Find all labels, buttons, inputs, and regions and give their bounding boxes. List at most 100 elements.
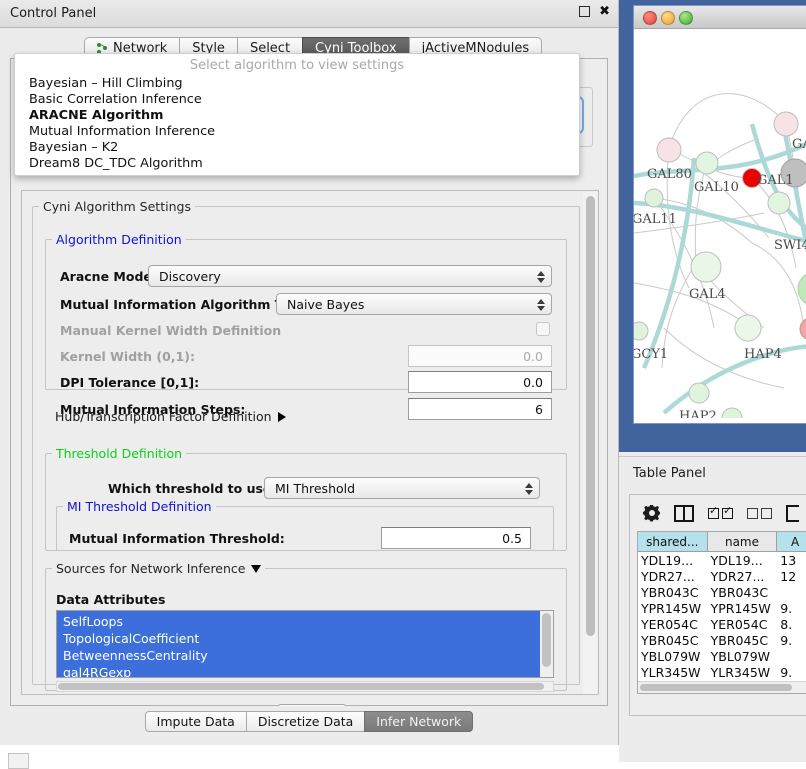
close-x-icon[interactable]: ✖	[599, 4, 610, 19]
maximize-box-icon[interactable]	[579, 6, 591, 17]
data-attributes-scroll-thumb[interactable]	[542, 613, 551, 667]
svg-text:HAP4: HAP4	[744, 347, 782, 362]
cell-name: YPR145W	[710, 600, 771, 616]
edge-table-icon[interactable]	[786, 504, 799, 522]
cell-a: 13	[780, 552, 797, 568]
kernel-width-value: 0.0	[523, 348, 543, 364]
svg-text:HAP2: HAP2	[679, 409, 717, 418]
window-title: Control Panel	[10, 6, 97, 21]
control-panel-titlebar: Control Panel ✖	[0, 0, 618, 28]
list-item[interactable]: BetweennessCentrality	[63, 648, 208, 663]
settings-scrollbar-thumb[interactable]	[586, 196, 595, 636]
menu-item-bayesian-k2[interactable]: Bayesian – K2	[29, 140, 119, 155]
minimize-yellow-dot-icon[interactable]	[661, 11, 675, 25]
kernel-width-input[interactable]: 0.0	[408, 345, 552, 367]
data-attributes-vscrollbar[interactable]	[540, 611, 553, 677]
table-row[interactable]: YPR145W YPR145W 9.	[638, 600, 806, 616]
close-red-dot-icon[interactable]	[643, 11, 657, 25]
data-table[interactable]: shared... name A YDL19... YDL19... 13 YD…	[637, 531, 806, 694]
table-panel-title: Table Panel	[633, 465, 706, 481]
column-header-name[interactable]: name	[707, 532, 778, 552]
table-row[interactable]: YBL079W YBL079W	[638, 648, 806, 664]
mi-type-select[interactable]: Naive Bayes	[276, 293, 552, 315]
list-item[interactable]: TopologicalCoefficient	[63, 631, 200, 646]
cell-name: YBR045C	[710, 632, 769, 648]
dpi-tolerance-value: 0.0	[523, 374, 543, 390]
bottom-tab-infer-network[interactable]: Infer Network	[364, 710, 474, 732]
table-row[interactable]: YDR27... YDR27... 12	[638, 568, 806, 584]
cell-shared: YDL19...	[641, 552, 694, 568]
settings-vertical-scrollbar[interactable]	[583, 192, 597, 694]
svg-text:GAL10: GAL10	[694, 180, 739, 195]
svg-text:GAL: GAL	[792, 137, 806, 152]
threshold-definition-legend: Threshold Definition	[56, 446, 183, 461]
cell-a	[777, 584, 806, 600]
table-hscroll-thumb[interactable]	[640, 684, 792, 691]
cell-shared: YBR043C	[641, 584, 699, 600]
svg-text:GCY1: GCY1	[634, 347, 668, 362]
table-row[interactable]: YBR045C YBR045C 9.	[638, 632, 806, 648]
column-header-a[interactable]: A	[777, 532, 806, 552]
cell-name: YDL19...	[710, 552, 763, 568]
table-row[interactable]: YDL19... YDL19... 13	[638, 552, 806, 568]
data-attributes-selection	[57, 611, 540, 677]
cell-shared: YBR045C	[641, 632, 699, 648]
data-attributes-label: Data Attributes	[56, 592, 166, 607]
aracne-mode-select[interactable]: Discovery	[148, 265, 552, 287]
menu-item-bayesian-hill-climbing[interactable]: Bayesian – Hill Climbing	[29, 76, 183, 91]
cell-a: 9.	[780, 664, 793, 680]
cell-a: 9.	[780, 632, 793, 648]
menu-item-basic-correlation-inference[interactable]: Basic Correlation Inference	[29, 92, 202, 107]
sources-legend-wrap[interactable]: Sources for Network Inference	[52, 561, 265, 576]
deselect-all-checkboxes-icon[interactable]	[747, 507, 772, 519]
data-attributes-hscroll-thumb[interactable]	[58, 683, 544, 690]
hub-disclosure-label: Hub/Transcription Factor Definition	[55, 409, 272, 424]
tab-jactivemnodules-label: jActiveMNodules	[421, 40, 530, 56]
data-attributes-hscrollbar[interactable]	[56, 681, 554, 692]
network-canvas[interactable]: GAL GAL80 GAL10 GAL11 GAL1	[634, 28, 806, 423]
column-header-shared[interactable]: shared...	[638, 532, 708, 552]
bottom-tab-impute-data[interactable]: Impute Data	[144, 710, 246, 732]
algorithm-dropdown-popup[interactable]: Select algorithm to view settings Bayesi…	[14, 53, 580, 176]
table-row[interactable]: YLR345W YLR345W 9.	[638, 664, 806, 680]
taskbar-stub-button[interactable]	[8, 753, 29, 769]
select-all-checkboxes-icon[interactable]	[708, 505, 733, 519]
cell-shared: YER054C	[641, 616, 698, 632]
table-panel-header: Table Panel	[619, 456, 806, 489]
cell-shared: YPR145W	[641, 600, 702, 616]
data-attributes-items: SelfLoops TopologicalCoefficient Between…	[57, 613, 540, 678]
dpi-tolerance-input[interactable]: 0.0	[408, 371, 552, 393]
control-panel-window: Control Panel ✖ Network Style Select Cyn…	[0, 0, 619, 745]
manual-kernel-width-checkbox[interactable]	[536, 322, 550, 336]
network-view-window: GAL GAL80 GAL10 GAL11 GAL1	[619, 0, 806, 452]
cell-name: YDR27...	[710, 568, 765, 584]
mi-threshold-input[interactable]: 0.5	[381, 527, 531, 549]
menu-item-dream8-dc-tdc-algorithm[interactable]: Dream8 DC_TDC Algorithm	[29, 156, 203, 171]
table-horizontal-scrollbar[interactable]	[638, 681, 806, 693]
gear-icon[interactable]	[643, 505, 660, 522]
cell-a: 8.	[780, 616, 793, 632]
algorithm-definition-legend: Algorithm Definition	[56, 232, 182, 247]
list-item[interactable]: SelfLoops	[63, 614, 123, 629]
bottom-tab-discretize-data[interactable]: Discretize Data	[245, 710, 365, 732]
list-item[interactable]: gal4RGexp	[63, 665, 132, 678]
which-threshold-stepper-icon	[524, 480, 533, 498]
mi-steps-input[interactable]: 6	[408, 398, 552, 420]
cell-name: YBL079W	[710, 648, 771, 664]
manual-kernel-width-label: Manual Kernel Width Definition	[60, 323, 282, 338]
columns-icon[interactable]	[674, 504, 694, 522]
table-header-row: shared... name A	[638, 532, 806, 552]
table-row[interactable]: YER054C YER054C 8.	[638, 616, 806, 632]
table-panel-body: shared... name A YDL19... YDL19... 13 YD…	[629, 494, 806, 716]
svg-text:GAL80: GAL80	[647, 167, 692, 182]
which-threshold-label: Which threshold to use:	[108, 481, 277, 496]
menu-item-aracne-algorithm[interactable]: ARACNE Algorithm	[29, 108, 164, 123]
table-row[interactable]: YBR043C YBR043C	[638, 584, 806, 600]
cyni-settings-legend: Cyni Algorithm Settings	[43, 199, 191, 214]
menu-item-mutual-information-inference[interactable]: Mutual Information Inference	[29, 124, 216, 139]
data-attributes-list[interactable]: SelfLoops TopologicalCoefficient Between…	[56, 610, 554, 678]
zoom-green-dot-icon[interactable]	[679, 11, 693, 25]
network-window-titlebar	[634, 6, 806, 29]
hub-transcription-factor-disclosure[interactable]: Hub/Transcription Factor Definition	[55, 409, 286, 424]
which-threshold-select[interactable]: MI Threshold	[264, 477, 540, 499]
